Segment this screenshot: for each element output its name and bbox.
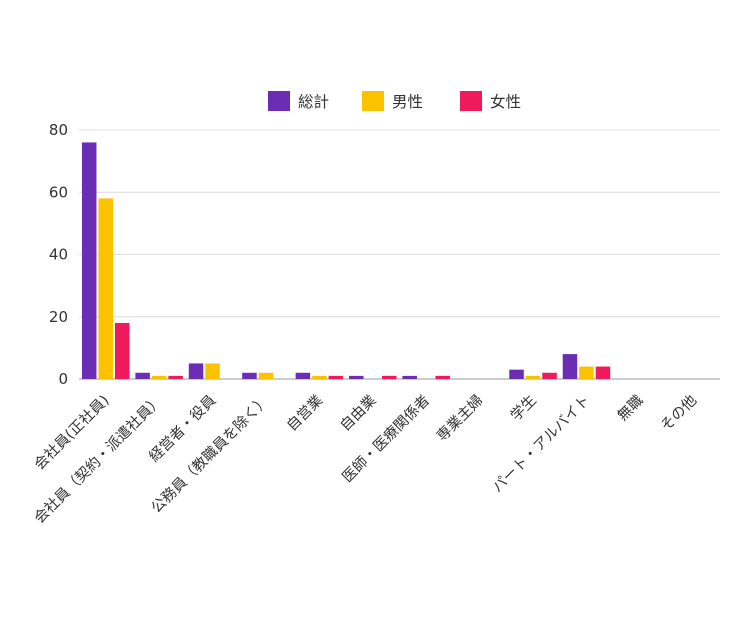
y-tick-label: 0 bbox=[58, 370, 68, 388]
x-tick-label: 自営業 bbox=[283, 392, 326, 435]
legend-swatch bbox=[460, 91, 482, 111]
legend-label: 男性 bbox=[392, 93, 423, 111]
bar-総計-5 bbox=[349, 375, 364, 379]
x-tick-label: 医師・医療関係者 bbox=[339, 392, 433, 486]
x-tick-label: 学生 bbox=[507, 392, 540, 425]
legend-label: 女性 bbox=[490, 92, 521, 111]
y-tick-label: 60 bbox=[49, 183, 68, 201]
legend-label: 総計 bbox=[298, 93, 329, 111]
bar-女性-1 bbox=[168, 375, 183, 379]
bar-総計-3 bbox=[242, 372, 257, 379]
bar-男性-4 bbox=[312, 375, 327, 379]
bar-男性-0 bbox=[98, 198, 113, 379]
x-tick-label: その他 bbox=[657, 392, 700, 435]
bar-男性-8 bbox=[525, 375, 541, 379]
y-tick-label: 20 bbox=[49, 308, 68, 326]
bar-女性-6 bbox=[435, 375, 450, 379]
bar-女性-5 bbox=[382, 375, 397, 379]
bar-女性-9 bbox=[595, 366, 611, 379]
bar-女性-8 bbox=[542, 372, 557, 379]
y-axis: 0 20 40 60 80 bbox=[49, 121, 68, 388]
x-tick-label: 専業主婦 bbox=[433, 392, 486, 445]
gridlines bbox=[79, 129, 720, 380]
bars bbox=[81, 142, 611, 379]
x-tick-label: パート・アルバイト bbox=[489, 392, 593, 496]
bar-総計-1 bbox=[135, 372, 150, 379]
bar-総計-4 bbox=[295, 372, 311, 379]
x-tick-label: 無職 bbox=[614, 391, 647, 424]
bar-総計-2 bbox=[188, 363, 204, 379]
bar-男性-9 bbox=[579, 366, 594, 379]
y-tick-label: 40 bbox=[49, 246, 68, 264]
bar-男性-3 bbox=[258, 372, 274, 379]
bar-男性-1 bbox=[151, 375, 167, 379]
bar-女性-0 bbox=[114, 322, 130, 379]
bar-男性-2 bbox=[205, 363, 220, 379]
bar-総計-8 bbox=[509, 369, 524, 379]
legend-swatch bbox=[362, 91, 384, 111]
x-tick-label: 自由業 bbox=[337, 392, 380, 435]
legend-swatch bbox=[268, 91, 290, 111]
bar-総計-6 bbox=[402, 375, 417, 379]
legend: 総計 男性 女性 bbox=[268, 91, 521, 111]
y-tick-label: 80 bbox=[49, 121, 68, 139]
bar-女性-4 bbox=[328, 375, 344, 379]
bar-総計-9 bbox=[562, 354, 578, 379]
bar-総計-0 bbox=[81, 142, 97, 379]
